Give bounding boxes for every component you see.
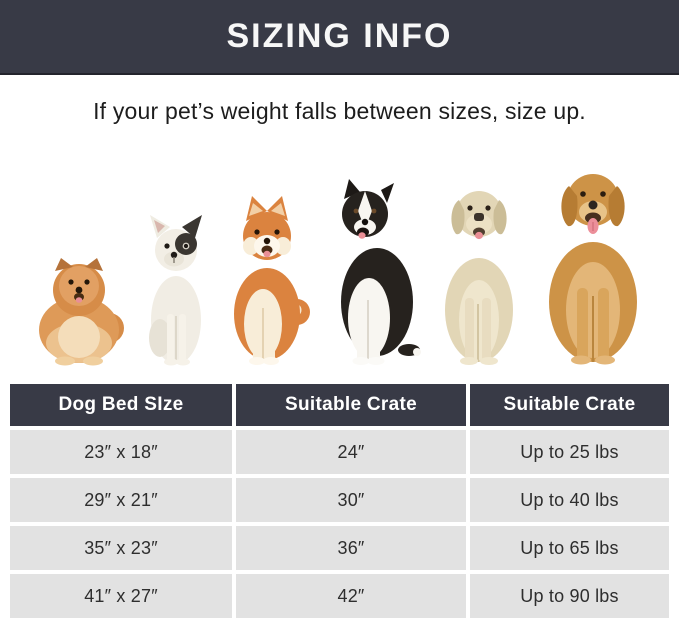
table-cell-crate-size: 30″ (236, 478, 466, 522)
table-cell-bed-size: 23″ x 18″ (10, 430, 232, 474)
table-row: 41″ x 27″ 42″ Up to 90 lbs (10, 574, 669, 618)
header-cell-dog-bed-size: Dog Bed SIze (10, 384, 232, 426)
dog-image-pomeranian (38, 258, 124, 366)
table-row: 23″ x 18″ 24″ Up to 25 lbs (10, 430, 669, 474)
table-cell-bed-size: 35″ x 23″ (10, 526, 232, 570)
sizing-table: Dog Bed SIze Suitable Crate Suitable Cra… (10, 384, 669, 618)
table-cell-weight: Up to 90 lbs (470, 574, 669, 618)
dog-image-french-bulldog (148, 215, 202, 366)
table-cell-bed-size: 41″ x 27″ (10, 574, 232, 618)
table-cell-bed-size: 29″ x 21″ (10, 478, 232, 522)
table-row: 35″ x 23″ 36″ Up to 65 lbs (10, 526, 669, 570)
table-cell-weight: Up to 65 lbs (470, 526, 669, 570)
dog-image-labrador-retriever (444, 191, 513, 365)
page-header: SIZING INFO (0, 0, 679, 75)
table-row: 29″ x 21″ 30″ Up to 40 lbs (10, 478, 669, 522)
sizing-note: If your pet’s weight falls between sizes… (0, 75, 679, 147)
table-cell-crate-size: 24″ (236, 430, 466, 474)
sizing-note-text: If your pet’s weight falls between sizes… (93, 97, 586, 124)
table-cell-crate-size: 36″ (236, 526, 466, 570)
table-cell-crate-size: 42″ (236, 574, 466, 618)
dog-image-golden-retriever (548, 174, 637, 365)
table-cell-weight: Up to 40 lbs (470, 478, 669, 522)
table-cell-weight: Up to 25 lbs (470, 430, 669, 474)
dog-image-border-collie (340, 179, 421, 365)
header-cell-suitable-crate-weight: Suitable Crate (470, 384, 669, 426)
page-title: SIZING INFO (226, 17, 453, 55)
dog-size-lineup (0, 147, 679, 380)
header-cell-suitable-crate: Suitable Crate (236, 384, 466, 426)
dog-image-shiba-inu (233, 196, 310, 365)
table-header-row: Dog Bed SIze Suitable Crate Suitable Cra… (10, 384, 669, 426)
